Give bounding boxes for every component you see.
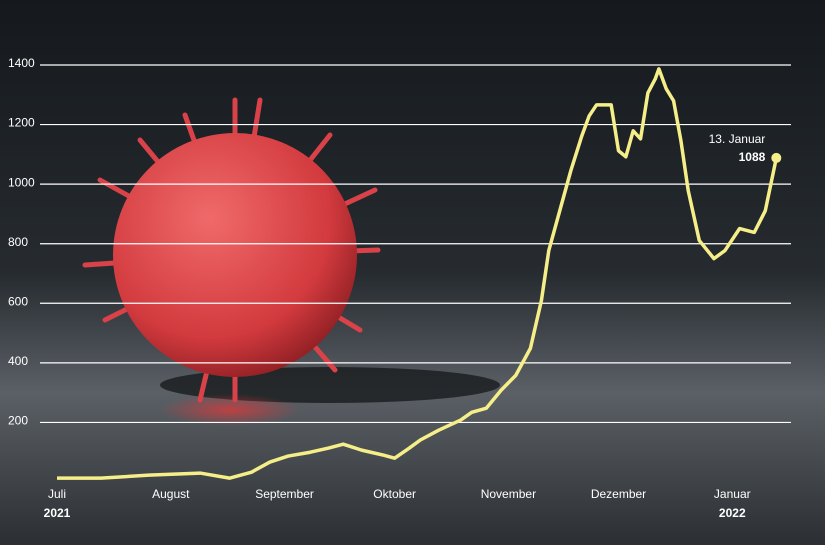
x-tick-label: Juli — [48, 487, 66, 501]
x-tick-label: Oktober — [373, 487, 416, 501]
annotation: 13. Januar — [709, 132, 766, 146]
y-tick-label: 400 — [8, 354, 28, 368]
y-tick-label: 200 — [8, 414, 28, 428]
y-tick-label: 1000 — [8, 175, 35, 189]
x-tick-label: Dezember — [591, 487, 646, 501]
line — [57, 67, 779, 480]
year-label: 2022 — [719, 506, 746, 520]
y-tick-label: 1200 — [8, 116, 35, 130]
value-label: 1088 — [739, 150, 766, 164]
x-tick-label: Januar — [714, 487, 751, 501]
y-tick-label: 600 — [8, 294, 28, 308]
y-tick-label: 1400 — [8, 56, 35, 70]
end-point — [771, 152, 782, 163]
y-tick-label: 800 — [8, 235, 28, 249]
x-tick-label: August — [152, 487, 190, 501]
x-tick-label: November — [481, 487, 536, 501]
x-tick-label: September — [255, 487, 314, 501]
virus-illustration — [82, 97, 500, 426]
year-label: 2021 — [44, 506, 71, 520]
